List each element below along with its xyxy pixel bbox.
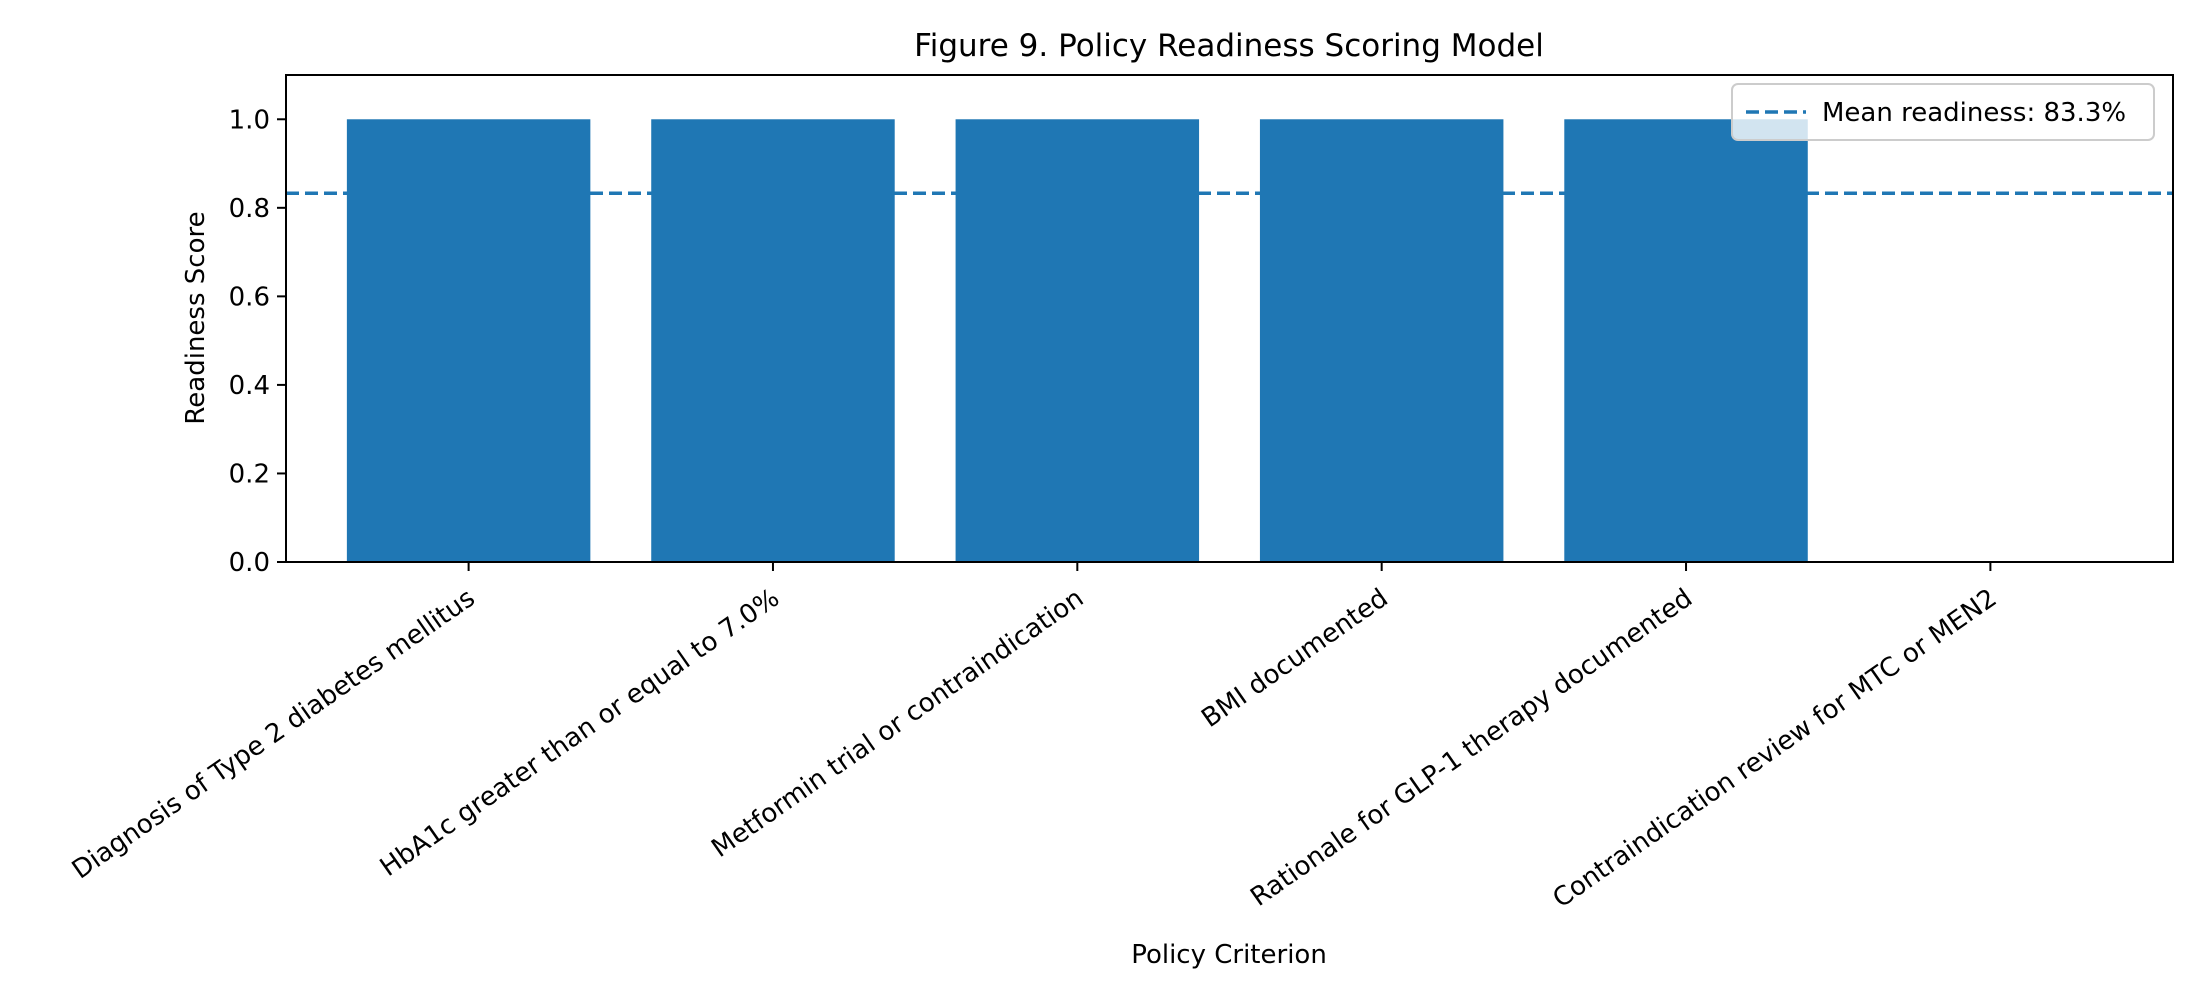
y-tick-label: 0.2 — [229, 459, 270, 489]
y-tick-label: 0.0 — [229, 548, 270, 578]
bars — [346, 119, 1808, 562]
bar — [651, 119, 895, 562]
y-axis: 0.0 0.2 0.4 0.6 0.8 1.0 — [229, 105, 286, 578]
legend: Mean readiness: 83.3% — [1731, 83, 2155, 141]
y-tick-label: 0.6 — [229, 282, 270, 312]
y-tick-label: 1.0 — [229, 105, 270, 135]
chart-title: Figure 9. Policy Readiness Scoring Model — [914, 28, 1544, 64]
y-tick-label: 0.4 — [229, 371, 270, 401]
y-axis-label: Readiness Score — [181, 211, 211, 424]
legend-box — [1731, 83, 2155, 141]
y-tick-label: 0.8 — [229, 194, 270, 224]
bar — [346, 119, 591, 562]
bar — [1564, 119, 1808, 562]
legend-entry-mean-readiness: Mean readiness: 83.3% — [1822, 98, 2126, 128]
x-axis-label: Policy Criterion — [1131, 940, 1327, 970]
bar — [955, 119, 1200, 562]
plot-frame — [285, 74, 2174, 563]
bar — [1259, 119, 1504, 562]
